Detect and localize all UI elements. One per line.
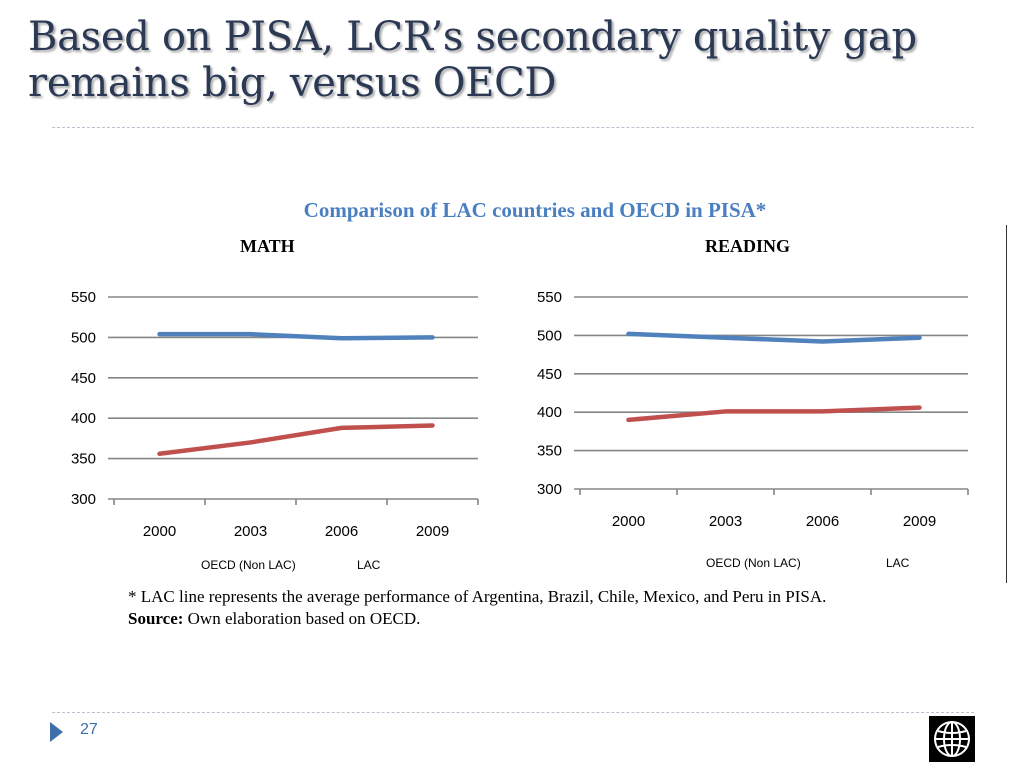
math-y-tick-350: 350 xyxy=(71,451,96,468)
math-y-tick-400: 400 xyxy=(71,410,96,427)
slide-title-line-1: Based on PISA, LCR’s secondary quality g… xyxy=(28,14,917,60)
world-bank-globe-icon xyxy=(929,716,975,762)
math-legend-oecd: OECD (Non LAC) xyxy=(201,558,296,572)
math-y-tick-450: 450 xyxy=(71,370,96,387)
bottom-divider xyxy=(52,712,974,713)
reading-y-tick-450: 450 xyxy=(537,366,562,383)
math-chart-title: MATH xyxy=(240,236,295,256)
page-number: 27 xyxy=(80,721,98,738)
source-text: Own elaboration based on OECD. xyxy=(183,609,421,628)
math-x-tick-2000: 2000 xyxy=(143,523,176,540)
footnote-source: Source: Own elaboration based on OECD. xyxy=(128,608,1008,630)
reading-x-tick-2000: 2000 xyxy=(612,513,645,530)
slide-title-line-2: remains big, versus OECD xyxy=(28,60,557,106)
reading-x-tick-2006: 2006 xyxy=(806,513,839,530)
reading-x-tick-2003: 2003 xyxy=(709,513,742,530)
reading-chart-title: READING xyxy=(705,236,791,256)
reading-series-lac-line xyxy=(626,405,922,423)
footnote-note: * LAC line represents the average perfor… xyxy=(128,587,827,606)
reading-legend-oecd: OECD (Non LAC) xyxy=(706,556,801,570)
chart-heading: Comparison of LAC countries and OECD in … xyxy=(303,198,767,222)
reading-y-tick-400: 400 xyxy=(537,404,562,421)
math-x-tick-2006: 2006 xyxy=(325,523,358,540)
math-x-tick-2009: 2009 xyxy=(416,523,449,540)
reading-y-tick-550: 550 xyxy=(537,289,562,306)
page-arrow-icon xyxy=(50,722,63,742)
reading-series-oecd-line xyxy=(626,331,922,344)
slide-title: Based on PISA, LCR’s secondary quality g… xyxy=(28,14,1018,106)
math-legend-lac: LAC xyxy=(357,558,381,572)
reading-x-tick-2009: 2009 xyxy=(903,513,936,530)
chart-frame-border xyxy=(1006,225,1007,583)
title-divider xyxy=(52,127,974,128)
math-y-tick-500: 500 xyxy=(71,329,96,346)
math-x-tick-2003: 2003 xyxy=(234,523,267,540)
math-y-tick-550: 550 xyxy=(71,289,96,306)
reading-y-tick-350: 350 xyxy=(537,443,562,460)
source-label: Source: xyxy=(128,609,184,628)
reading-y-tick-500: 500 xyxy=(537,327,562,344)
footnote: * LAC line represents the average perfor… xyxy=(128,586,1008,630)
math-series-oecd-line xyxy=(157,331,435,341)
reading-legend-lac: LAC xyxy=(886,556,910,570)
math-y-tick-300: 300 xyxy=(71,491,96,508)
reading-y-tick-300: 300 xyxy=(537,481,562,498)
math-series-lac-line xyxy=(157,423,435,457)
